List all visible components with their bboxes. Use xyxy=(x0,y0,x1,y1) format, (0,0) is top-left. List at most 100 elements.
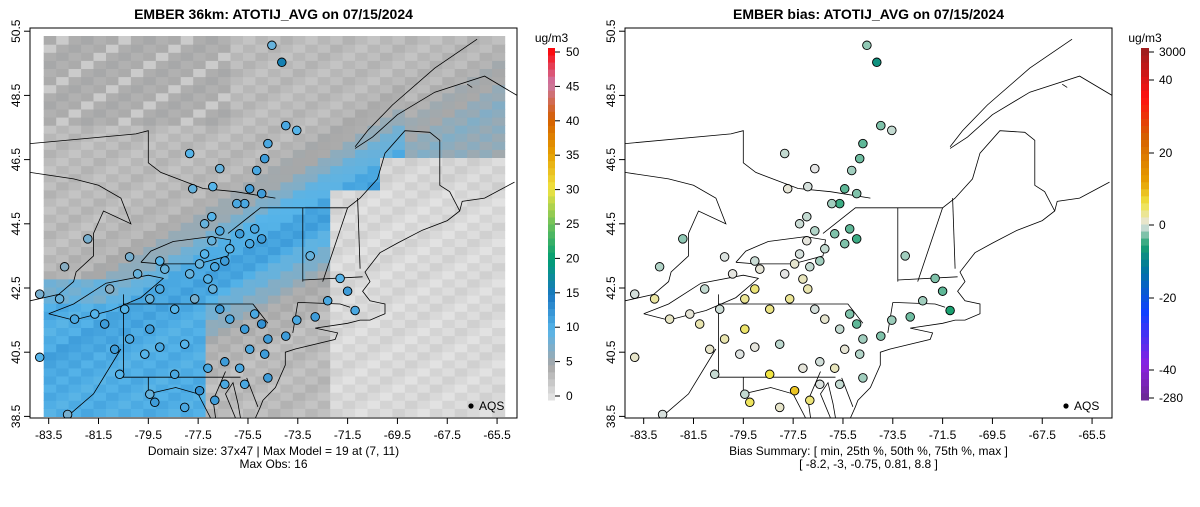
site-bias-point xyxy=(810,226,820,236)
grid-cell xyxy=(367,246,381,256)
grid-cell xyxy=(342,149,356,158)
grid-cell xyxy=(417,278,431,288)
grid-cell xyxy=(267,303,281,312)
grid-cell xyxy=(479,375,493,385)
grid-cell xyxy=(367,189,381,199)
grid-cell xyxy=(168,44,182,53)
grid-cell xyxy=(106,60,120,69)
grid-cell xyxy=(404,108,418,118)
colorbar-swatch xyxy=(548,111,555,119)
grid-cell xyxy=(404,36,418,45)
colorbar-swatch xyxy=(1141,322,1149,331)
grid-cell xyxy=(330,133,344,142)
grid-cell xyxy=(479,84,493,94)
grid-cell xyxy=(118,76,132,86)
grid-cell xyxy=(342,278,356,288)
grid-cell xyxy=(218,141,232,150)
model-panel: EMBER 36km: ATOTIJ_AVG on 07/15/2024-83.… xyxy=(9,6,580,471)
grid-cell xyxy=(380,319,394,328)
grid-cell xyxy=(180,189,194,199)
grid-cell xyxy=(454,197,468,207)
site-obs-point xyxy=(239,379,250,390)
chart-title: EMBER bias: ATOTIJ_AVG on 07/15/2024 xyxy=(733,6,1004,22)
grid-cell xyxy=(467,206,481,215)
colorbar-swatch xyxy=(548,245,555,253)
x-tick-label: -83.5 xyxy=(35,428,63,442)
grid-cell xyxy=(317,384,331,393)
grid-cell xyxy=(442,400,456,409)
grid-cell xyxy=(392,36,406,45)
grid-cell xyxy=(93,222,107,231)
grid-cell xyxy=(168,384,182,393)
site-obs-point xyxy=(281,120,291,131)
grid-cell xyxy=(404,173,418,183)
site-bias-point xyxy=(714,304,725,314)
map-boundary xyxy=(742,377,806,418)
grid-cell xyxy=(43,173,57,183)
grid-cell xyxy=(380,189,394,199)
grid-cell xyxy=(392,189,406,199)
grid-cell xyxy=(230,141,244,150)
colorbar-tick-label: 50 xyxy=(566,45,580,59)
grid-cell xyxy=(355,303,369,312)
colorbar-swatch xyxy=(548,125,555,133)
grid-cell xyxy=(56,359,70,369)
grid-cell xyxy=(467,254,481,264)
grid-cell xyxy=(429,311,443,320)
grid-cell xyxy=(193,149,207,158)
colorbar-swatch xyxy=(548,195,555,204)
grid-cell xyxy=(442,286,456,296)
grid-cell xyxy=(442,173,456,183)
grid-cell xyxy=(355,52,369,61)
grid-cell xyxy=(442,68,456,78)
grid-cell xyxy=(143,384,157,393)
grid-cell xyxy=(43,60,57,69)
grid-cell xyxy=(93,262,107,272)
grid-cell xyxy=(355,400,369,409)
colorbar-swatch xyxy=(548,76,555,84)
site-obs-point xyxy=(54,294,65,304)
grid-cell xyxy=(429,214,443,223)
grid-cell xyxy=(243,173,257,183)
x-tick-label: -79.5 xyxy=(730,428,758,442)
grid-cell xyxy=(243,36,257,45)
colorbar-swatch xyxy=(1141,118,1149,126)
grid-cell xyxy=(218,222,232,231)
grid-cell xyxy=(205,278,219,288)
grid-cell xyxy=(305,335,319,345)
grid-cell xyxy=(267,375,281,385)
site-bias-point xyxy=(779,269,790,279)
grid-cell xyxy=(404,351,418,361)
site-obs-point xyxy=(232,198,242,209)
grid-cell xyxy=(392,262,406,272)
grid-cell xyxy=(81,84,95,94)
grid-cell xyxy=(355,141,369,150)
grid-cell xyxy=(305,278,319,288)
grid-cell xyxy=(380,108,394,118)
grid-cell xyxy=(404,117,418,126)
grid-cell xyxy=(43,327,57,337)
grid-cell xyxy=(93,60,107,69)
site-obs-point xyxy=(99,319,110,329)
grid-cell xyxy=(467,367,481,377)
grid-cell xyxy=(442,214,456,223)
colorbar-swatch xyxy=(1141,343,1149,352)
grid-cell xyxy=(367,400,381,409)
grid-cell xyxy=(106,108,120,118)
grid-cell xyxy=(417,84,431,94)
grid-cell xyxy=(417,351,431,361)
grid-cell xyxy=(130,238,144,247)
grid-cell xyxy=(130,141,144,150)
grid-cell xyxy=(467,173,481,183)
grid-cell xyxy=(143,238,157,247)
grid-cell xyxy=(342,319,356,328)
site-bias-point xyxy=(810,304,820,314)
grid-cell xyxy=(442,60,456,69)
colorbar-swatch xyxy=(1141,174,1149,183)
grid-cell xyxy=(330,254,344,264)
site-bias-point xyxy=(719,252,730,262)
grid-cell xyxy=(442,359,456,369)
grid-cell xyxy=(205,108,219,118)
grid-cell xyxy=(404,335,418,345)
grid-cell xyxy=(168,165,182,175)
